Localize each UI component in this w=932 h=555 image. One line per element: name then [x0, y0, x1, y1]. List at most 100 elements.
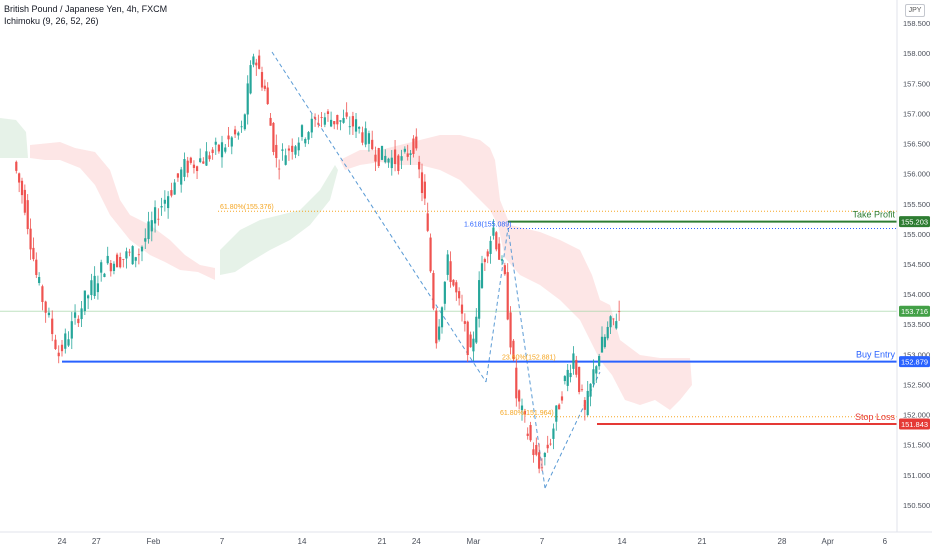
candle[interactable]	[249, 60, 252, 95]
candle[interactable]	[418, 155, 421, 179]
candle[interactable]	[38, 272, 41, 286]
candle[interactable]	[329, 111, 333, 128]
candle[interactable]	[170, 182, 173, 198]
candle[interactable]	[183, 152, 186, 182]
candle[interactable]	[364, 121, 367, 148]
candle[interactable]	[300, 124, 304, 141]
candle[interactable]	[518, 389, 521, 410]
candle[interactable]	[266, 82, 269, 106]
candle[interactable]	[103, 272, 106, 278]
candle[interactable]	[125, 247, 128, 269]
candle[interactable]	[549, 438, 552, 446]
candle[interactable]	[606, 321, 609, 341]
candle[interactable]	[515, 359, 518, 407]
candle[interactable]	[73, 304, 77, 325]
candle[interactable]	[217, 143, 220, 154]
price-badge[interactable]: 155.203	[899, 216, 930, 228]
candle[interactable]	[93, 266, 96, 299]
candle[interactable]	[240, 120, 243, 133]
candle[interactable]	[387, 157, 390, 168]
candle[interactable]	[246, 75, 249, 125]
candle[interactable]	[192, 160, 196, 174]
candle[interactable]	[100, 259, 103, 282]
candle[interactable]	[294, 144, 297, 159]
candle[interactable]	[374, 146, 377, 171]
candle[interactable]	[255, 58, 258, 76]
candle[interactable]	[44, 300, 47, 323]
candle[interactable]	[438, 319, 441, 342]
candle[interactable]	[495, 230, 498, 252]
candle[interactable]	[384, 149, 387, 164]
candle[interactable]	[60, 340, 64, 357]
candle[interactable]	[569, 364, 572, 383]
candle[interactable]	[563, 375, 566, 385]
candle[interactable]	[580, 384, 584, 392]
candle[interactable]	[26, 194, 29, 235]
candle[interactable]	[500, 255, 504, 266]
candle[interactable]	[455, 280, 458, 301]
candle[interactable]	[214, 137, 217, 155]
candle[interactable]	[333, 121, 336, 130]
candle[interactable]	[144, 228, 147, 250]
candle[interactable]	[540, 458, 544, 472]
candle[interactable]	[578, 366, 581, 395]
candle[interactable]	[586, 381, 589, 417]
candle[interactable]	[397, 154, 400, 175]
candle[interactable]	[566, 364, 569, 392]
candle[interactable]	[195, 165, 199, 180]
candle[interactable]	[291, 138, 294, 160]
candle[interactable]	[134, 256, 137, 268]
candle[interactable]	[260, 66, 264, 91]
candle[interactable]	[230, 135, 233, 155]
candle[interactable]	[252, 53, 255, 68]
candle[interactable]	[412, 135, 415, 158]
candle[interactable]	[377, 147, 380, 168]
candle[interactable]	[354, 113, 358, 138]
candle[interactable]	[137, 248, 140, 265]
candle[interactable]	[227, 126, 230, 147]
candle[interactable]	[558, 403, 561, 410]
candle[interactable]	[147, 211, 150, 244]
candle[interactable]	[526, 427, 529, 440]
candle[interactable]	[35, 252, 38, 279]
candle[interactable]	[233, 125, 237, 138]
candle[interactable]	[472, 331, 475, 362]
candle[interactable]	[449, 251, 452, 288]
candle[interactable]	[77, 315, 80, 327]
candle[interactable]	[361, 126, 364, 146]
candle[interactable]	[463, 313, 466, 332]
candle[interactable]	[67, 331, 70, 347]
candle[interactable]	[506, 263, 509, 321]
candle[interactable]	[552, 423, 555, 450]
candle[interactable]	[460, 294, 464, 322]
candle[interactable]	[320, 112, 323, 128]
price-badge[interactable]: 151.843	[899, 418, 930, 430]
candle[interactable]	[18, 172, 21, 193]
candle[interactable]	[480, 255, 484, 289]
candle[interactable]	[489, 236, 492, 264]
candle[interactable]	[131, 245, 134, 265]
candle[interactable]	[119, 252, 122, 269]
candle[interactable]	[115, 252, 119, 268]
candle[interactable]	[592, 359, 595, 388]
candle[interactable]	[323, 112, 326, 128]
candle[interactable]	[205, 142, 208, 166]
candle[interactable]	[409, 149, 412, 165]
candle[interactable]	[600, 326, 604, 353]
candle[interactable]	[406, 144, 409, 161]
candle[interactable]	[297, 137, 300, 157]
candle[interactable]	[339, 120, 342, 131]
candle[interactable]	[258, 49, 261, 70]
candle[interactable]	[529, 421, 532, 442]
candle[interactable]	[612, 318, 615, 326]
candle[interactable]	[83, 290, 86, 315]
candle[interactable]	[202, 157, 205, 164]
candle[interactable]	[443, 281, 446, 311]
candle[interactable]	[313, 113, 317, 127]
candle[interactable]	[420, 163, 424, 202]
candle[interactable]	[153, 200, 157, 233]
candle[interactable]	[575, 355, 578, 378]
candle[interactable]	[560, 391, 564, 404]
